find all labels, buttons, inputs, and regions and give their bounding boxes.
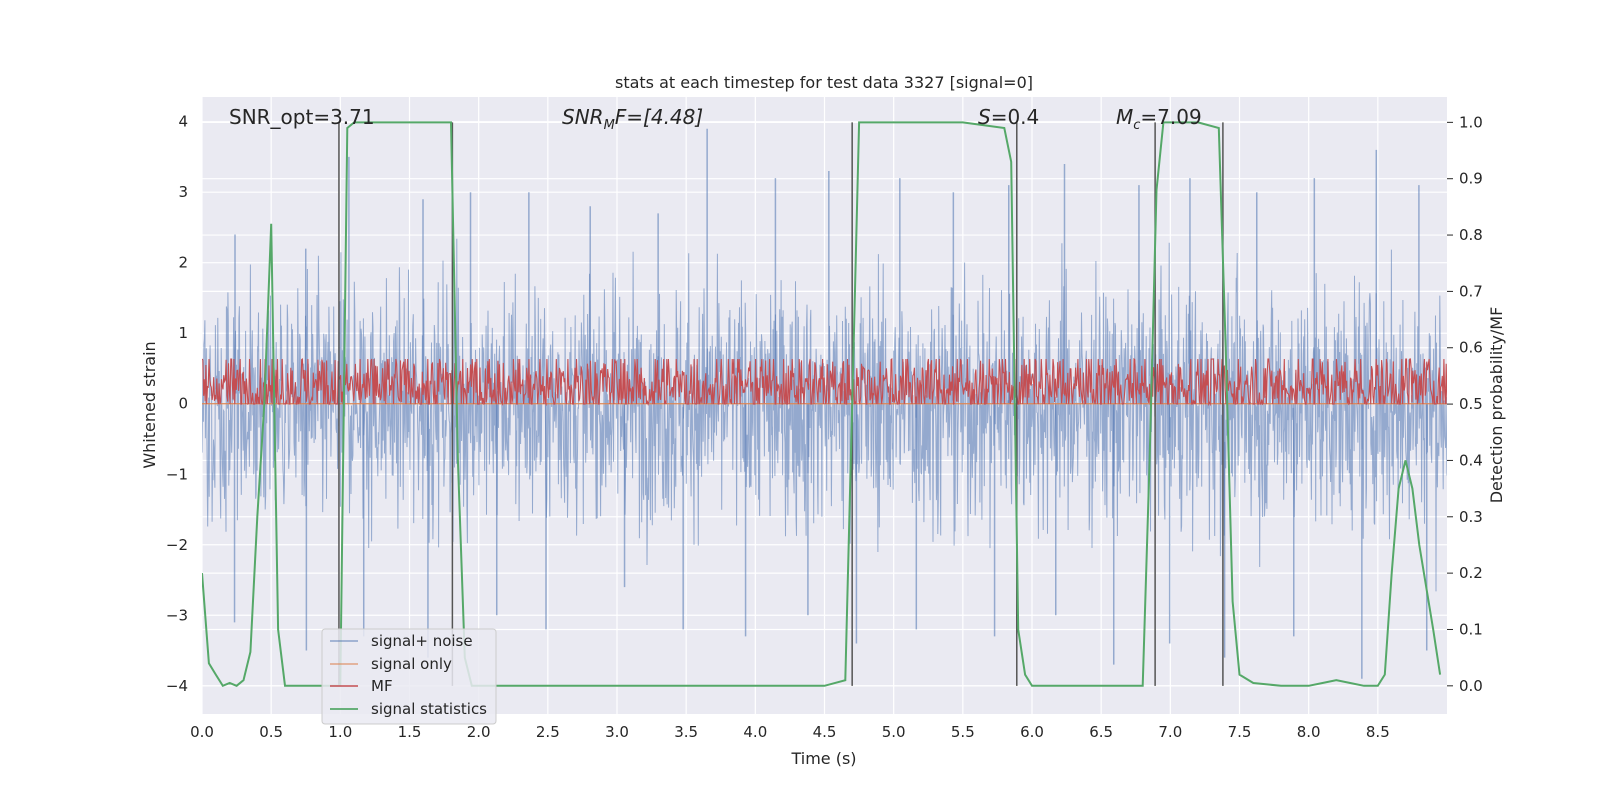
x-tick-label: 4.5 (813, 723, 837, 741)
x-tick-label: 5.0 (882, 723, 906, 741)
y-tick-label-left: 2 (178, 254, 188, 272)
y-tick-label-right: 0.9 (1459, 170, 1483, 188)
y-axis-label-right: Detection probability/MF (1487, 307, 1506, 504)
y-tick-label-left: 4 (178, 113, 188, 131)
y-tick-label-right: 0.2 (1459, 564, 1483, 582)
x-tick-label: 2.0 (467, 723, 491, 741)
x-tick-label: 2.5 (536, 723, 560, 741)
y-tick-label-right: 0.5 (1459, 395, 1483, 413)
series-mf (202, 357, 1447, 407)
y-tick-label-left: −1 (166, 465, 188, 483)
y-tick-label-right: 1.0 (1459, 113, 1483, 131)
y-tick-label-right: 0.7 (1459, 282, 1483, 300)
y-tick-label-left: 3 (178, 183, 188, 201)
y-tick-label-right: 0.3 (1459, 508, 1483, 526)
x-tick-label: 0.5 (259, 723, 283, 741)
annotation-s-label: S (978, 105, 991, 129)
annotation-snr-mf-base: SNR (562, 105, 604, 129)
series-signal-noise (202, 128, 1447, 679)
y-tick-label-left: −3 (166, 606, 188, 624)
y-tick-label-right: 0.6 (1459, 339, 1483, 357)
x-tick-label: 8.0 (1297, 723, 1321, 741)
legend-label-signal-statistics: signal statistics (371, 700, 487, 718)
y-tick-label-left: −4 (166, 677, 188, 695)
x-axis-ticks: 0.0 0.5 1.0 1.5 2.0 2.5 3.0 3.5 4.0 4.5 5.0 5.5 6.0 6… (190, 723, 1390, 741)
annotation-s-value: =0.4 (991, 105, 1040, 129)
y-tick-label-left: −2 (166, 536, 188, 554)
y-tick-label-left: 1 (178, 324, 188, 342)
x-tick-label: 6.5 (1089, 723, 1113, 741)
x-tick-label: 5.5 (951, 723, 975, 741)
x-tick-label: 3.0 (605, 723, 629, 741)
annotation-mc-sub: c (1133, 118, 1140, 133)
annotation-snr-mf: SNRMF=[4.48] (562, 105, 703, 133)
y-axis-ticks-left: 4 3 2 1 0 −1 −2 −3 −4 (166, 113, 188, 695)
annotation-snr-mf-sub: M (604, 118, 615, 133)
annotation-snr-opt: SNR_opt=3.71 (229, 105, 375, 129)
y-tick-label-right: 0.0 (1459, 677, 1483, 695)
x-tick-label: 6.0 (1020, 723, 1044, 741)
x-tick-label: 1.0 (328, 723, 352, 741)
chart-title: stats at each timestep for test data 332… (615, 73, 1033, 92)
legend-label-signal-only: signal only (371, 655, 452, 673)
annotation-mc: Mc=7.09 (1116, 105, 1202, 133)
annotation-mc-value: =7.09 (1140, 105, 1201, 129)
x-axis-label: Time (s) (790, 749, 856, 768)
legend-label-signal-noise: signal+ noise (371, 632, 473, 650)
y-axis-ticks-right: 1.0 0.9 0.8 0.7 0.6 0.5 0.4 0.3 0.2 0.1 0.0 (1447, 113, 1483, 695)
x-tick-label: 3.5 (674, 723, 698, 741)
y-axis-label-left: Whitened strain (140, 341, 159, 468)
x-tick-label: 1.5 (398, 723, 422, 741)
legend-box (321, 628, 497, 725)
x-tick-label: 4.0 (743, 723, 767, 741)
annotation-s: S=0.4 (978, 105, 1039, 129)
annotation-mc-label: M (1116, 105, 1133, 129)
legend-label-mf: MF (371, 677, 393, 695)
y-tick-label-right: 0.4 (1459, 451, 1483, 469)
y-tick-label-right: 0.1 (1459, 620, 1483, 638)
x-tick-label: 7.0 (1158, 723, 1182, 741)
y-tick-label-left: 0 (178, 395, 188, 413)
x-tick-label: 7.5 (1228, 723, 1252, 741)
legend: signal+ noise signal only MF signal stat… (321, 628, 497, 725)
x-tick-label: 8.5 (1366, 723, 1390, 741)
x-tick-label: 0.0 (190, 723, 214, 741)
annotation-snr-mf-rest: F=[4.48] (615, 105, 703, 129)
series-signal-statistics (202, 121, 1442, 688)
y-tick-label-right: 0.8 (1459, 226, 1483, 244)
